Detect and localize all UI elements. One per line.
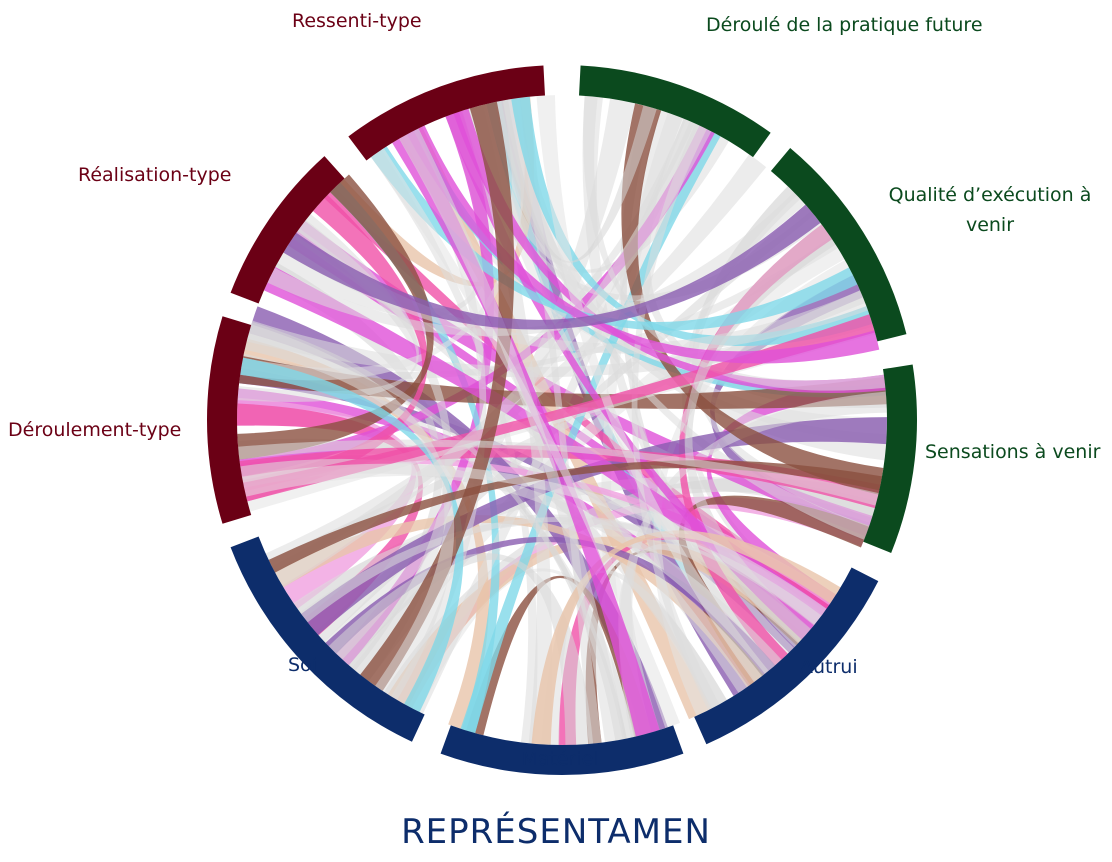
- chord: [392, 130, 660, 737]
- chord: [244, 324, 455, 701]
- node-arc: [230, 156, 345, 304]
- chord: [268, 460, 883, 573]
- chord: [328, 553, 594, 745]
- chord: [460, 129, 721, 734]
- chord: [283, 204, 821, 330]
- node-arc: [207, 316, 252, 524]
- chord: [243, 314, 875, 502]
- node-label: Sensations à venir: [925, 441, 1101, 463]
- node-label: Ressenti-type: [292, 10, 422, 32]
- chord: [399, 130, 886, 395]
- chord: [300, 516, 822, 626]
- chord: [324, 98, 636, 660]
- node-label: Réalisation-type: [78, 164, 232, 186]
- node-arc: [348, 65, 545, 161]
- chord: [370, 148, 680, 729]
- chord: [399, 128, 627, 743]
- chord: [494, 99, 657, 263]
- chord: [297, 214, 453, 682]
- chord: [242, 463, 827, 625]
- chord: [682, 186, 827, 620]
- chord: [511, 96, 873, 347]
- node-arc: [863, 364, 917, 553]
- chord: [621, 103, 884, 495]
- chord: [238, 439, 879, 506]
- chord: [240, 458, 782, 674]
- chord: [631, 123, 720, 711]
- chord: [242, 194, 428, 502]
- chord: [637, 110, 887, 409]
- node-label: Soi: [288, 654, 317, 676]
- chord: [301, 417, 888, 635]
- node-label: Matériel: [521, 748, 599, 770]
- node-label: Déroulement-type: [8, 419, 182, 441]
- node-arc: [694, 567, 879, 745]
- chord: [265, 154, 767, 573]
- node-arc: [440, 725, 684, 775]
- title: REPRÉSENTAMEN: [401, 812, 711, 852]
- chord: [237, 174, 434, 460]
- chords: [237, 95, 888, 745]
- node-arc: [770, 148, 907, 342]
- node-arc: [579, 65, 771, 158]
- node-arc: [230, 536, 425, 742]
- node-label: Autrui: [800, 656, 858, 678]
- node-label: Qualité d’exécution à venir: [888, 184, 1092, 236]
- node-label: Déroulé de la pratique future: [706, 14, 983, 36]
